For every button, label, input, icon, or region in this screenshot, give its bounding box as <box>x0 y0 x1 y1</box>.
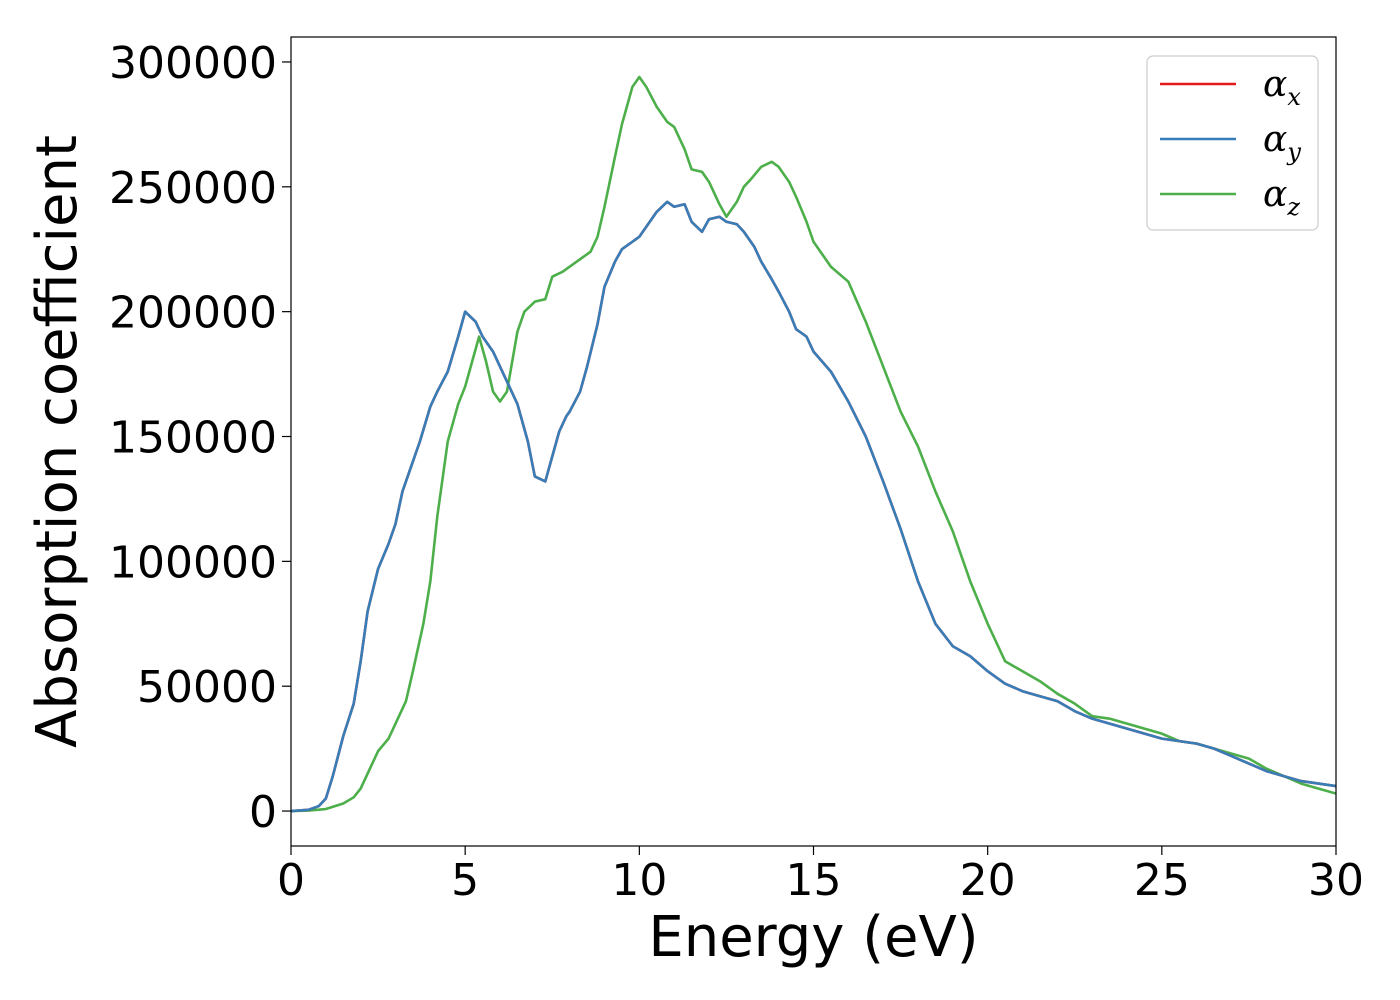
x-tick-label: 20 <box>960 855 1016 906</box>
y-axis-ticks: 0 50000 100000 150000 200000 250000 300000 <box>109 38 291 838</box>
y-tick-label: 150000 <box>109 413 277 464</box>
legend: αx αy αz <box>1146 55 1319 231</box>
series-line-z <box>291 75 1336 813</box>
y-tick-label: 0 <box>249 787 277 838</box>
x-tick-label: 0 <box>277 855 305 906</box>
x-tick-label: 5 <box>451 855 479 906</box>
y-tick-label: 250000 <box>109 163 277 214</box>
y-axis-title: Absorption coefficient <box>25 135 90 748</box>
legend-box <box>1146 55 1319 231</box>
x-tick-label: 25 <box>1134 855 1190 906</box>
series-line-x <box>291 200 1336 813</box>
y-tick-label: 200000 <box>109 288 277 339</box>
legend-label-z: αz <box>1263 174 1300 221</box>
y-tick-label: 50000 <box>137 662 277 713</box>
legend-label-y: αy <box>1263 119 1301 166</box>
x-tick-label: 10 <box>611 855 667 906</box>
x-axis-ticks: 0 5 10 15 20 25 30 <box>277 846 1364 906</box>
x-tick-label: 15 <box>786 855 842 906</box>
series-line-y <box>291 200 1336 813</box>
x-axis-title: Energy (eV) <box>648 905 978 970</box>
x-tick-label: 30 <box>1308 855 1364 906</box>
legend-label-x: αx <box>1263 64 1301 111</box>
series-layer <box>291 75 1336 813</box>
y-tick-label: 100000 <box>109 537 277 588</box>
y-tick-label: 300000 <box>109 38 277 89</box>
